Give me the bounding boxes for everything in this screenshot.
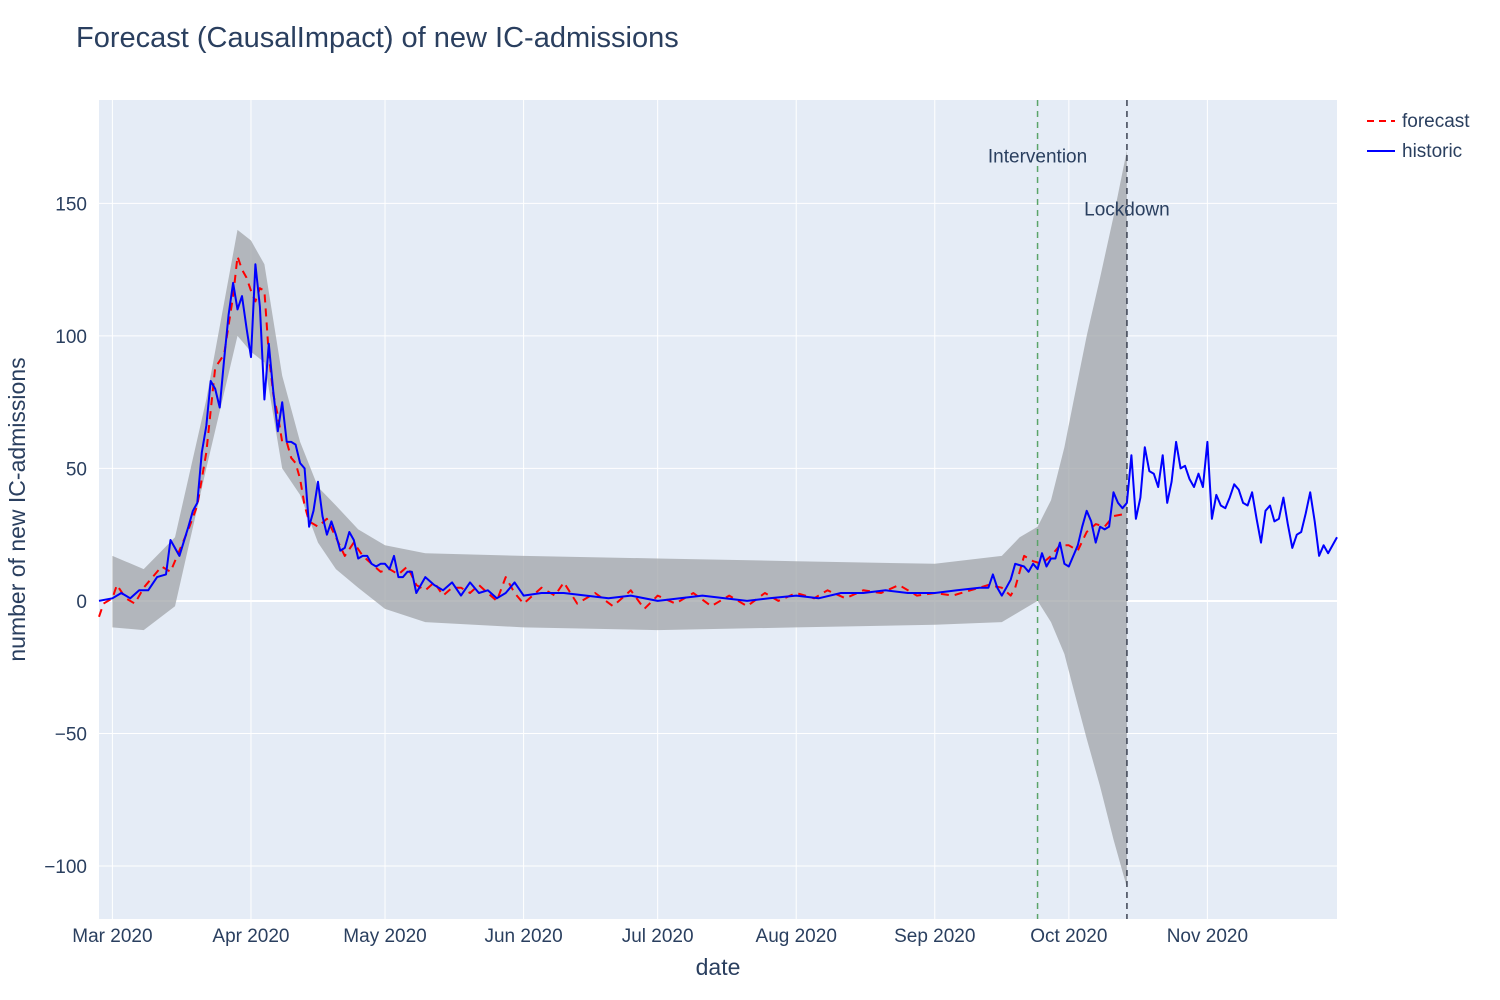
x-axis-title: date: [696, 954, 741, 980]
intervention-label: Intervention: [988, 147, 1087, 168]
forecast-interval-area: [112, 150, 1127, 888]
x-tick-label: Apr 2020: [212, 926, 289, 947]
legend-label-historic: historic: [1402, 141, 1462, 162]
y-axis-title: number of new IC-admissions: [4, 357, 30, 661]
legend-item-historic[interactable]: historic: [1367, 141, 1462, 162]
y-tick-label: −50: [55, 724, 87, 745]
x-tick-label: Mar 2020: [72, 926, 152, 947]
y-tick-label: 150: [55, 194, 87, 215]
plot-area-background: [99, 100, 1337, 919]
x-tick-label: May 2020: [343, 926, 426, 947]
forecast-line: [98, 255, 1128, 618]
lockdown-label: Lockdown: [1084, 200, 1170, 221]
annotations: Intervention Lockdown: [988, 147, 1170, 221]
event-lines: [1036, 100, 1128, 919]
x-tick-label: Nov 2020: [1167, 926, 1248, 947]
y-tick-label: 50: [66, 459, 87, 480]
chart-title: Forecast (CausalImpact) of new IC-admiss…: [76, 22, 679, 54]
y-tick-label: −100: [44, 857, 87, 878]
legend[interactable]: forecast historic: [1367, 111, 1470, 162]
x-tick-label: Aug 2020: [756, 926, 837, 947]
axes: −100 −50 0 50 100 150 Mar 2020 Apr 2020 May 2020…: [4, 194, 1248, 980]
series-lines: [98, 255, 1338, 618]
x-tick-label: Jul 2020: [622, 926, 694, 947]
forecast-interval-band: [112, 150, 1127, 888]
historic-line: [98, 263, 1338, 602]
x-tick-label: Sep 2020: [894, 926, 975, 947]
x-tick-label: Jun 2020: [484, 926, 562, 947]
legend-item-forecast[interactable]: forecast: [1367, 111, 1470, 132]
x-tick-label: Oct 2020: [1030, 926, 1107, 947]
y-tick-label: 0: [76, 592, 87, 613]
legend-label-forecast: forecast: [1402, 111, 1470, 132]
y-tick-label: 100: [55, 327, 87, 348]
